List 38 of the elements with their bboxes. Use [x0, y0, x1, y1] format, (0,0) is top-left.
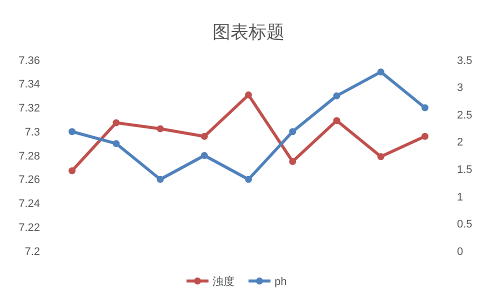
point [112, 140, 120, 148]
y-tick-label: 7.36 [18, 54, 40, 67]
legend-label: ph [274, 276, 287, 288]
point [68, 167, 76, 174]
y2-tick-label: 0.5 [457, 218, 472, 231]
y-tick-label: 7.26 [18, 174, 40, 186]
point [421, 104, 428, 112]
legend-label: 浊度 [212, 274, 234, 288]
point [333, 117, 340, 124]
y-tick-label: 7.32 [18, 102, 40, 115]
chart-title: 图表标题 [212, 22, 284, 42]
y2-tick-label: 3.5 [457, 54, 472, 67]
point [156, 125, 164, 132]
y2-tick-label: 3 [457, 82, 464, 94]
point [377, 153, 384, 160]
point [377, 68, 384, 76]
y2-tick-label: 1 [457, 191, 464, 204]
y-tick-label: 7.24 [18, 198, 40, 210]
point [245, 176, 252, 183]
y-tick-label: 7.3 [24, 126, 40, 138]
point [156, 176, 164, 183]
y-tick-label: 7.2 [24, 246, 40, 258]
point [68, 128, 76, 136]
y2-tick-label: 0 [457, 246, 464, 258]
point [112, 119, 120, 126]
y-tick-label: 7.28 [18, 150, 40, 162]
point [333, 92, 340, 100]
y-tick-label: 7.22 [18, 222, 40, 234]
point [200, 152, 208, 159]
y2-tick-label: 2 [457, 136, 464, 149]
y2-tick-label: 2.5 [457, 109, 472, 122]
point [289, 158, 296, 166]
point [421, 132, 428, 140]
y2-tick-label: 1.5 [457, 164, 472, 176]
y-tick-label: 7.34 [18, 78, 40, 91]
point [289, 128, 296, 136]
point [245, 91, 252, 98]
point [200, 132, 208, 140]
